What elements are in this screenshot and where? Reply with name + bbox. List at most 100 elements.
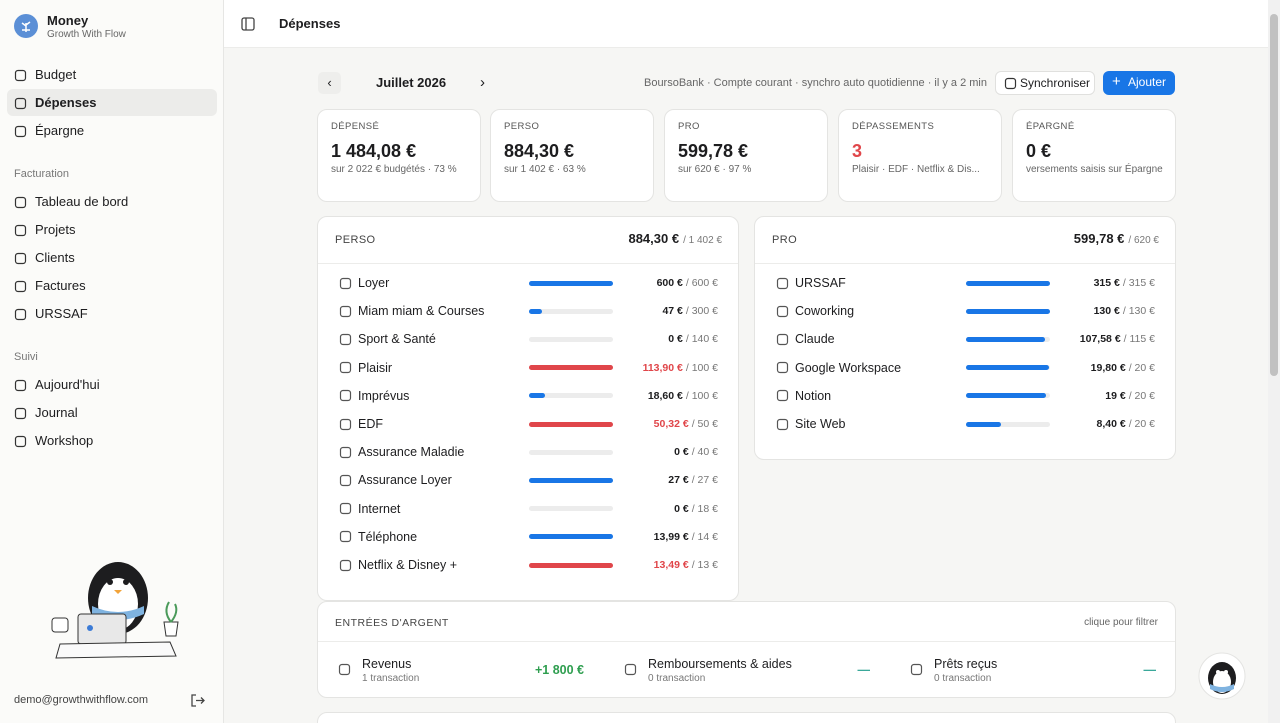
- stat-label: DÉPENSÉ: [331, 121, 380, 132]
- icon: [339, 502, 352, 515]
- row-label[interactable]: EDF: [358, 417, 383, 431]
- icon: [14, 97, 27, 109]
- add-button[interactable]: + Ajouter: [1103, 71, 1175, 95]
- stat-card: PRO 599,78 € sur 620 € · 97 %: [664, 109, 828, 202]
- row-budget: / 40 €: [691, 446, 718, 459]
- nav-item[interactable]: Clients: [35, 250, 75, 265]
- icon: [14, 280, 27, 292]
- income-label[interactable]: Prêts reçus: [934, 657, 998, 671]
- row-spent: 107,58 €: [1079, 333, 1121, 346]
- row-spent: 600 €: [656, 277, 683, 289]
- bar-fill: [529, 562, 613, 568]
- bar-fill: [966, 280, 1050, 286]
- row-label[interactable]: Assurance Maladie: [358, 445, 465, 460]
- row-spent: 47 €: [662, 305, 683, 318]
- icon: [339, 559, 352, 571]
- divider: [318, 263, 738, 264]
- stat-note: Plaisir · EDF · Netflix & Dis...: [852, 164, 980, 175]
- row-spent: 0 €: [668, 333, 683, 346]
- next-month[interactable]: ›: [480, 74, 485, 91]
- icon: [339, 446, 352, 458]
- row-spent: 19,80 €: [1090, 361, 1126, 374]
- stat-label: PRO: [678, 121, 700, 132]
- scrollbar[interactable]: [1268, 0, 1280, 723]
- icon: [14, 224, 27, 236]
- nav-item[interactable]: Workshop: [35, 433, 94, 448]
- income-count: 0 transaction: [648, 673, 706, 684]
- row-amount: 600 €/ 600 €: [318, 275, 718, 291]
- scroll-thumb[interactable]: [1270, 14, 1278, 376]
- stat-value: 0 €: [1026, 141, 1052, 161]
- nav-item[interactable]: Épargne: [35, 123, 85, 138]
- row-budget: / 18 €: [691, 502, 718, 515]
- icon: [339, 305, 352, 317]
- stat-value: 599,78 €: [678, 141, 749, 161]
- nav-item[interactable]: Aujourd'hui: [35, 377, 100, 392]
- nav-item[interactable]: Projets: [35, 222, 76, 237]
- row-amount: 315 €/ 315 €: [755, 275, 1155, 291]
- bar-track: [529, 393, 613, 399]
- sidebar-toggle[interactable]: [241, 17, 255, 31]
- row-budget: / 100 €: [685, 389, 718, 402]
- row-label[interactable]: Coworking: [795, 304, 855, 319]
- sync-button[interactable]: Synchroniser: [995, 71, 1095, 95]
- row-label[interactable]: Loyer: [358, 276, 390, 290]
- icon: [14, 435, 27, 447]
- group-total-budget: / 620 €: [1128, 235, 1159, 246]
- bar-fill: [966, 421, 1002, 427]
- row-spent: 27 €: [668, 474, 689, 487]
- row-label[interactable]: Netflix & Disney +: [358, 558, 457, 572]
- row-budget: / 600 €: [685, 277, 718, 289]
- icon: [14, 125, 27, 137]
- income-label[interactable]: Revenus: [362, 657, 412, 671]
- bar-fill: [529, 393, 545, 399]
- icon: [339, 390, 352, 402]
- icon: [338, 663, 351, 675]
- row-amount: 107,58 €/ 115 €: [755, 331, 1155, 347]
- row-label[interactable]: URSSAF: [795, 276, 846, 290]
- logout-icon[interactable]: [190, 693, 205, 708]
- row-label[interactable]: Miam miam & Courses: [358, 304, 485, 319]
- divider: [318, 641, 1175, 642]
- nav-item[interactable]: URSSAF: [35, 306, 88, 321]
- row-spent: 13,49 €: [653, 559, 689, 571]
- row-budget: / 140 €: [685, 333, 718, 346]
- row-spent: 0 €: [674, 446, 689, 459]
- row-label[interactable]: Internet: [358, 501, 401, 516]
- bar-fill: [529, 280, 613, 286]
- row-spent: 18,60 €: [647, 389, 683, 402]
- nav-item[interactable]: Budget: [35, 67, 77, 82]
- row-label[interactable]: Plaisir: [358, 360, 393, 375]
- nav-item[interactable]: Tableau de bord: [35, 194, 129, 209]
- row-budget: / 315 €: [1122, 277, 1155, 289]
- bar-fill: [966, 365, 1050, 371]
- icon: [339, 361, 352, 374]
- row-label[interactable]: Site Web: [795, 417, 846, 431]
- row-label[interactable]: Claude: [795, 332, 835, 347]
- row-label[interactable]: Google Workspace: [795, 360, 902, 375]
- bar-fill: [529, 308, 543, 314]
- income-label[interactable]: Remboursements & aides: [648, 657, 792, 671]
- row-amount: 27 €/ 27 €: [318, 472, 718, 488]
- stat-note: sur 2 022 € budgétés · 73 %: [331, 164, 457, 175]
- assistant-button[interactable]: [1198, 652, 1246, 700]
- row-label[interactable]: Imprévus: [358, 388, 410, 403]
- bar-track: [529, 336, 613, 342]
- prev-month[interactable]: ‹: [318, 72, 341, 94]
- row-amount: 8,40 €/ 20 €: [755, 416, 1155, 432]
- row-label[interactable]: Sport & Santé: [358, 332, 436, 347]
- group-title: PRO: [772, 234, 798, 246]
- bar-fill: [529, 365, 613, 371]
- nav-item[interactable]: Factures: [35, 278, 86, 293]
- nav-item[interactable]: Journal: [35, 405, 78, 420]
- row-label[interactable]: Assurance Loyer: [358, 473, 452, 488]
- row-budget: / 130 €: [1122, 305, 1155, 318]
- row-label[interactable]: Téléphone: [358, 529, 418, 544]
- nav-item[interactable]: Dépenses: [35, 95, 97, 110]
- row-budget: / 115 €: [1123, 333, 1155, 346]
- mascot-illustration: [51, 562, 179, 659]
- row-label[interactable]: Notion: [795, 388, 832, 403]
- add-label: Ajouter: [1128, 75, 1167, 89]
- icon: [776, 305, 789, 317]
- income-card: ENTRÉES D'ARGENT clique pour filtrer Reven…: [317, 601, 1176, 698]
